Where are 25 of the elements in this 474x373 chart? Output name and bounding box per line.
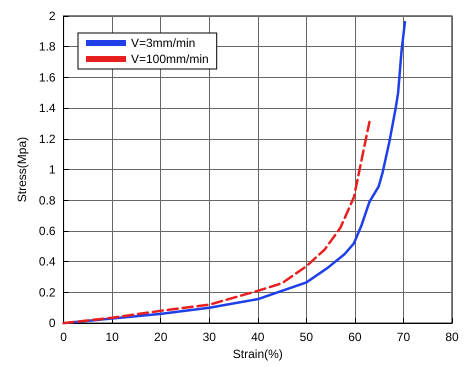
y-tick-label: 0.8 bbox=[38, 193, 56, 208]
line-series bbox=[62, 120, 371, 324]
x-tick-label: 30 bbox=[202, 330, 216, 344]
x-tick-label: 60 bbox=[348, 330, 362, 344]
x-tick-label: 70 bbox=[396, 330, 410, 344]
y-tick-label: 0.4 bbox=[38, 254, 56, 269]
y-tick-label: 0.2 bbox=[38, 285, 56, 300]
y-tick-label: 0 bbox=[48, 316, 56, 330]
x-tick-label: 10 bbox=[105, 330, 120, 344]
legend-label: V=3mm/min bbox=[131, 36, 196, 50]
y-tick-label: 1.6 bbox=[38, 70, 56, 84]
x-axis-title: Strain(%) bbox=[232, 347, 283, 361]
x-tick-label: 20 bbox=[154, 330, 168, 344]
y-tick-label: 1 bbox=[48, 162, 56, 177]
x-tick-label: 40 bbox=[251, 330, 265, 344]
y-axis-title: Stress(Mpa) bbox=[15, 136, 29, 202]
x-tick-label: 80 bbox=[445, 330, 459, 344]
x-tick-label: 0 bbox=[60, 330, 68, 344]
y-tick-label: 2 bbox=[48, 9, 56, 23]
x-tick-label: 50 bbox=[300, 330, 314, 344]
legend-label: V=100mm/min bbox=[131, 52, 209, 66]
y-tick-label: 1.2 bbox=[38, 132, 56, 146]
y-tick-label: 0.6 bbox=[38, 224, 56, 238]
y-tick-label: 1.8 bbox=[38, 40, 56, 54]
y-tick-label: 1.4 bbox=[38, 101, 56, 116]
